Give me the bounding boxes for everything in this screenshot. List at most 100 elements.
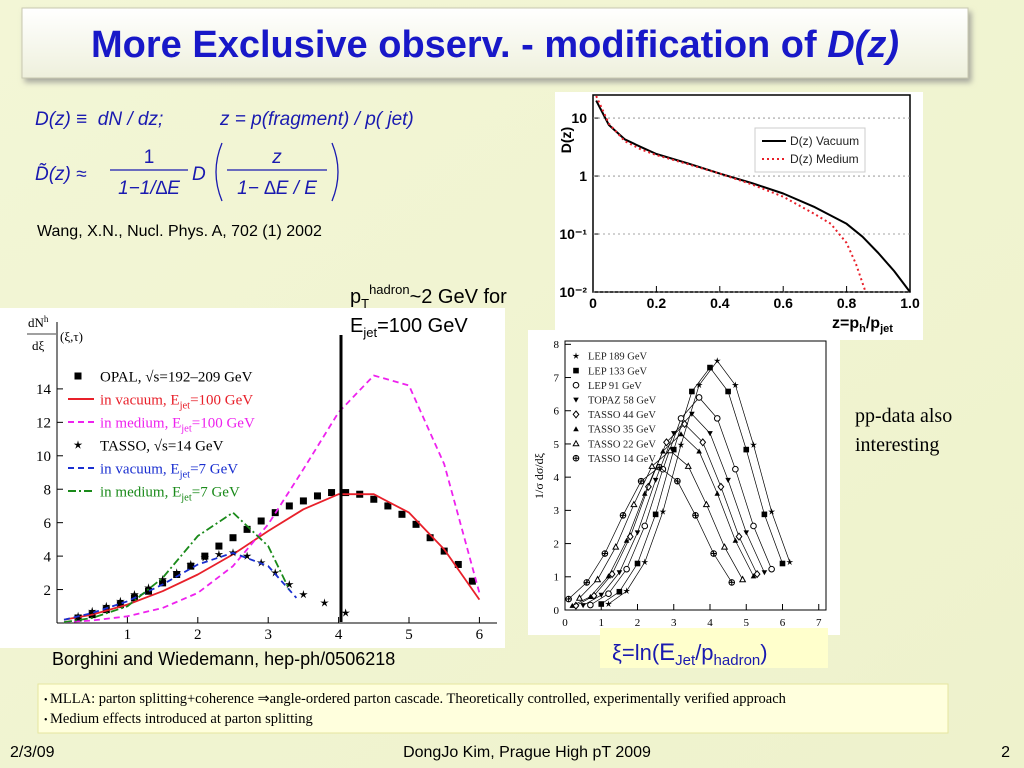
marker (634, 560, 641, 567)
marker (215, 542, 223, 550)
xi-text: /p (695, 640, 713, 665)
y-axis-label: dξ (32, 338, 45, 353)
legend-label: D(z) Medium (790, 152, 859, 166)
marker (642, 490, 648, 496)
marker (572, 454, 580, 462)
marker (572, 381, 580, 389)
marker (616, 570, 623, 576)
footer-page: 2 (1001, 744, 1010, 761)
marker (242, 551, 252, 560)
y-tick-label: 6 (554, 406, 560, 418)
marker (707, 431, 713, 437)
xi-text: E (659, 639, 675, 666)
marker (648, 462, 656, 469)
y-tick-label: 10 (571, 110, 587, 126)
marker (753, 570, 761, 579)
legend-label: TASSO 14 GeV (588, 454, 656, 465)
marker (440, 547, 448, 555)
y-tick-label: 1 (579, 168, 587, 184)
marker (328, 489, 336, 497)
marker (572, 410, 580, 419)
x-tick-label: 3 (671, 617, 677, 629)
formula: D̃(z) ≈ (35, 163, 87, 185)
x-tick-label: 0.8 (837, 295, 857, 311)
marker (630, 500, 638, 508)
marker (102, 601, 111, 610)
legend-label: LEP 189 GeV (588, 352, 648, 363)
marker (116, 601, 124, 609)
marker (731, 381, 739, 389)
marker (725, 388, 731, 395)
y-axis-label-part: h (44, 314, 49, 324)
marker (313, 492, 321, 500)
marker (573, 367, 579, 374)
legend-label-part: =7 GeV (190, 461, 238, 477)
marker (605, 573, 612, 579)
series-line (63, 551, 298, 621)
marker (713, 415, 721, 422)
marker (575, 594, 584, 601)
title: More Exclusive observ. - modification of… (91, 24, 899, 66)
marker (670, 446, 677, 453)
legend-label-sub: jet (179, 400, 191, 411)
marker (692, 512, 699, 519)
marker (768, 508, 776, 515)
marker (735, 532, 743, 541)
y-axis-label: 1/σ dσ/dξ (532, 452, 546, 499)
marker (583, 579, 591, 586)
marker (743, 530, 749, 536)
marker (256, 558, 266, 567)
bullet-text: Medium effects introduced at parton spli… (50, 711, 313, 727)
marker (341, 608, 350, 617)
marker (569, 602, 575, 608)
paren (331, 142, 339, 202)
footer-center: DongJo Kim, Prague High pT 2009 (403, 744, 651, 761)
series-line (63, 493, 481, 621)
marker (573, 426, 579, 432)
series-line (63, 374, 481, 624)
citation: Borghini and Wiedemann, hep-ph/0506218 (52, 649, 395, 669)
y-tick-label: 3 (554, 505, 560, 517)
marker (710, 550, 717, 557)
x-tick-label: 3 (264, 627, 272, 643)
y-tick-label: 10 (36, 449, 51, 465)
marker (696, 448, 702, 454)
marker (587, 601, 594, 609)
xi-text: ) (760, 640, 767, 665)
formula: 1− ∆E / E (237, 178, 317, 199)
y-tick-label: 14 (36, 382, 52, 398)
bullet-box (37, 683, 949, 734)
marker (616, 588, 623, 595)
bullet-text: MLLA: parton splitting+coherence ⇒angle-… (50, 691, 787, 707)
y-axis-label-part: dN (28, 315, 45, 330)
marker (743, 446, 750, 453)
marker (660, 448, 666, 454)
x-axis-label-part: h (859, 323, 866, 335)
series-line (595, 100, 911, 293)
legend-label: TOPAZ 58 GeV (588, 395, 657, 406)
marker (750, 573, 757, 579)
marker (130, 590, 139, 599)
title-italic: D(z) (827, 24, 899, 66)
marker (619, 512, 627, 519)
marker (681, 419, 689, 429)
marker (299, 590, 308, 599)
bullet: • MLLA: parton splitting+coherence ⇒angl… (44, 691, 787, 707)
marker (320, 598, 329, 607)
marker (689, 411, 695, 417)
legend-box (754, 127, 866, 173)
marker (580, 603, 586, 609)
marker (144, 583, 153, 592)
y-tick-label: 4 (554, 472, 560, 484)
marker (761, 570, 768, 576)
marker (663, 438, 670, 447)
legend-label: in medium, Ejet=100 GeV (100, 415, 255, 434)
marker (678, 431, 684, 437)
marker (666, 446, 674, 454)
annotation: pThadron~2 GeV for (350, 282, 507, 311)
marker (623, 565, 630, 573)
marker (299, 497, 307, 505)
legend-label: OPAL, √s=192–209 GeV (100, 369, 253, 385)
y-tick-label: 8 (554, 339, 560, 351)
